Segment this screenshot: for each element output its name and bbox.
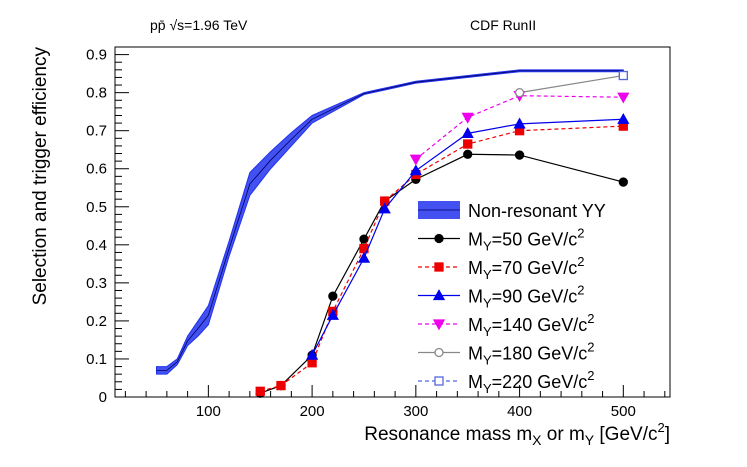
- legend-marker: [434, 376, 444, 386]
- data-point: [617, 112, 630, 124]
- legend-label: MY=180 GeV/c2: [468, 340, 594, 368]
- y-axis-label: Selection and trigger efficiency: [30, 47, 51, 306]
- legend-marker: [432, 319, 446, 331]
- series-4: [514, 70, 628, 98]
- legend-label: MY=50 GeV/c2: [468, 226, 584, 254]
- x-tick-label: 200: [300, 403, 325, 420]
- x-tick-label: 100: [196, 403, 221, 420]
- data-point: [409, 164, 422, 176]
- data-point: [618, 177, 628, 187]
- y-tick-label: 0: [99, 389, 107, 406]
- title-right: CDF RunII: [470, 17, 536, 33]
- legend-label: MY=70 GeV/c2: [468, 254, 584, 282]
- data-point: [409, 154, 422, 166]
- legend-marker: [434, 262, 444, 272]
- data-point: [357, 251, 371, 263]
- data-point: [463, 139, 473, 149]
- y-tick-label: 0.8: [86, 85, 107, 102]
- x-tick-label: 500: [611, 403, 636, 420]
- series-line: [311, 118, 624, 356]
- y-tick-label: 0.7: [86, 123, 107, 140]
- series-5: [618, 70, 628, 81]
- data-point: [307, 358, 317, 368]
- y-tick-label: 0.5: [86, 199, 107, 216]
- data-point: [378, 202, 391, 214]
- data-point: [514, 88, 525, 98]
- series-line: [519, 74, 624, 94]
- x-label-sub2: Y: [585, 432, 595, 448]
- legend-label: MY=220 GeV/c2: [468, 368, 594, 396]
- legend-label: MY=90 GeV/c2: [468, 283, 584, 311]
- data-point: [305, 348, 319, 360]
- data-point: [514, 150, 525, 160]
- legend-marker: [434, 233, 444, 244]
- legend-label: MY=140 GeV/c2: [468, 311, 594, 339]
- x-label-sup: 2: [657, 420, 664, 435]
- series-line: [260, 125, 624, 392]
- y-tick-label: 0.1: [86, 351, 107, 368]
- x-tick-label: 400: [507, 403, 532, 420]
- y-tick-label: 0.9: [86, 47, 107, 64]
- y-tick-label: 0.4: [86, 237, 107, 254]
- x-label-sub1: X: [532, 432, 542, 448]
- data-point: [513, 117, 526, 129]
- data-point: [618, 70, 628, 81]
- title-left: pp̄ √s=1.96 TeV: [150, 17, 248, 33]
- nonresonant-center-line: [156, 70, 624, 371]
- series-layer: [255, 70, 630, 398]
- legend-marker: [434, 347, 444, 358]
- y-tick-label: 0.6: [86, 161, 107, 178]
- data-point: [359, 234, 369, 244]
- data-point: [276, 380, 286, 391]
- data-point: [326, 308, 339, 320]
- data-point: [328, 291, 338, 301]
- legend-marker: [432, 289, 446, 301]
- series-line: [415, 95, 624, 160]
- data-point: [463, 149, 473, 159]
- legend-label-band: Non-resonant YY: [468, 201, 606, 221]
- data-point: [461, 127, 474, 139]
- series-line: [260, 153, 624, 394]
- series-2: [305, 112, 630, 360]
- data-point: [617, 92, 630, 104]
- data-point: [255, 386, 265, 396]
- data-point: [461, 112, 474, 124]
- y-tick-label: 0.3: [86, 275, 107, 292]
- x-axis-label: Resonance mass mX or mY [GeV/c2]: [364, 420, 670, 448]
- y-tick-label: 0.2: [86, 313, 107, 330]
- axis-ticks: 100 200 300 400 500 0 0.1 0.2 0.3 0.4 0.5 0.6 0.7 0.8…: [86, 47, 666, 420]
- x-tick-label: 300: [403, 403, 428, 420]
